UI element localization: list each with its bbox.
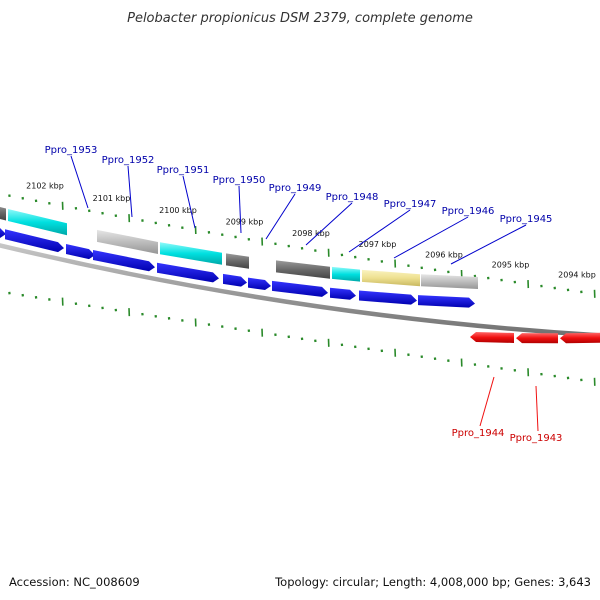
tick-label: 2099 kbp	[226, 218, 264, 227]
cds-arrow	[418, 295, 475, 308]
tick-label: 2096 kbp	[425, 250, 463, 259]
gene-label: Ppro_1952	[102, 155, 155, 166]
genome-summary: Topology: circular; Length: 4,008,000 bp…	[274, 575, 591, 589]
leader-line	[182, 175, 196, 229]
tick-label: 2100 kbp	[159, 206, 197, 215]
leader-line	[265, 193, 296, 240]
outer-tick-track	[8, 194, 596, 298]
tick-label: 2094 kbp	[558, 270, 596, 279]
gene-label: Ppro_1953	[45, 145, 98, 156]
gene-feature-lightgray	[421, 274, 478, 290]
gene-feature-red	[560, 332, 600, 344]
gene-feature-red	[516, 333, 558, 344]
leader-line	[70, 155, 89, 209]
cds-arrow	[248, 277, 271, 290]
inner-tick-track	[8, 291, 596, 386]
gene-feature-red	[470, 331, 514, 343]
gene-feature-darkgray	[276, 260, 330, 279]
gene-label: Ppro_1947	[384, 199, 437, 210]
leader-line	[348, 209, 411, 253]
cds-arrow	[0, 228, 6, 238]
map-title: Pelobacter propionicus DSM 2379, complet…	[127, 11, 473, 26]
gene-feature-darkgray	[226, 253, 249, 269]
gene-label: Ppro_1948	[326, 192, 379, 203]
leader-line	[127, 165, 133, 218]
gene-label: Ppro_1943	[510, 433, 563, 444]
gene-label: Ppro_1951	[157, 165, 210, 176]
tick-label: 2102 kbp	[26, 182, 64, 191]
cds-arrow	[330, 287, 356, 300]
cds-arrow	[93, 249, 155, 272]
cds-arrow	[5, 229, 64, 253]
gene-label: Ppro_1945	[500, 214, 553, 225]
cds-arrow	[359, 290, 417, 305]
tick-label: 2095 kbp	[492, 260, 530, 269]
gene-label: Ppro_1944	[452, 428, 505, 439]
gene-feature-darkgray	[0, 206, 6, 221]
cds-arrow	[157, 262, 219, 283]
gene-label: Ppro_1950	[213, 175, 266, 186]
tick-label: 2101 kbp	[93, 194, 131, 203]
leader-line	[450, 224, 527, 265]
label-leaders	[70, 155, 539, 432]
tick-label: 2098 kbp	[292, 229, 330, 238]
gene-features	[0, 206, 600, 344]
gene-feature-cyan	[160, 242, 222, 265]
gene-label: Ppro_1949	[269, 183, 322, 194]
gene-labels: Ppro_1953Ppro_1952Ppro_1951Ppro_1950Ppro…	[45, 145, 563, 444]
gene-feature-cyan	[332, 266, 360, 282]
leader-line	[535, 385, 539, 432]
cds-arrow	[223, 273, 247, 287]
leader-line	[305, 202, 353, 246]
accession: Accession: NC_008609	[9, 575, 140, 589]
gene-feature-cyan	[8, 209, 67, 236]
cds-arrow	[66, 244, 95, 260]
tick-label: 2097 kbp	[359, 240, 397, 249]
tick-labels: 2102 kbp 2101 kbp 2100 kbp 2099 kbp 2098 kbp…	[26, 182, 596, 280]
leader-line	[479, 376, 495, 427]
gene-feature-khaki	[362, 269, 420, 287]
cds-arrow	[272, 280, 328, 297]
leader-line	[393, 216, 469, 259]
leader-line	[238, 185, 242, 234]
genome-backbone	[0, 243, 600, 338]
gene-feature-lightgray	[97, 229, 158, 254]
gene-label: Ppro_1946	[442, 206, 495, 217]
